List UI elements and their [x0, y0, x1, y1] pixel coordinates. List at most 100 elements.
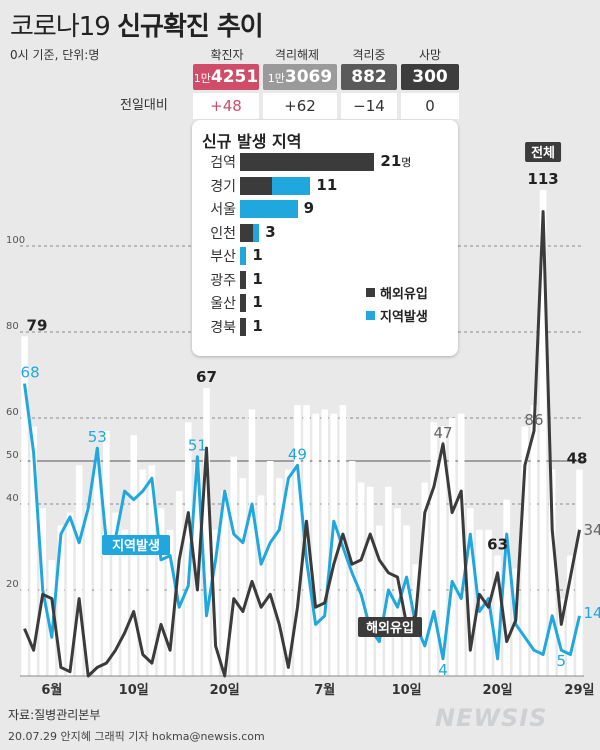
released-box: 1만3069 — [263, 64, 337, 90]
region-name: 광주 — [210, 272, 236, 289]
y-tick-100: 100 — [6, 235, 25, 246]
x-tick-label: 20일 — [210, 683, 240, 698]
region-value: 3 — [265, 222, 276, 241]
newsis-logo: NEWSIS — [435, 704, 548, 732]
label-total: 48 — [567, 450, 588, 468]
label-local: 68 — [21, 364, 40, 382]
bar-total — [239, 478, 247, 676]
region-name: 경기 — [210, 178, 236, 195]
confirmed-box: 1만4251 — [193, 64, 259, 90]
label-local: 4 — [438, 661, 448, 679]
delta-label: 전일대비 — [120, 98, 168, 113]
y-tick-20: 20 — [6, 579, 19, 590]
deaths-box: 300 — [401, 64, 459, 90]
region-value: 1 — [252, 269, 263, 288]
bar-total — [430, 422, 438, 676]
label-local: 5 — [556, 652, 566, 670]
label-total: 79 — [27, 316, 48, 334]
x-tick-label: 29일 — [564, 683, 594, 698]
region-bar-overseas — [240, 317, 247, 336]
bar-total — [30, 426, 37, 676]
released-delta: +62 — [263, 93, 337, 119]
isolated-delta: −14 — [341, 93, 397, 119]
title-main: 신규확진 추이 — [117, 12, 264, 42]
bar-total — [221, 491, 228, 676]
bar-total — [494, 555, 501, 676]
deaths-value: 300 — [412, 67, 448, 87]
x-tick-label: 20일 — [483, 683, 513, 698]
bar-total — [557, 598, 565, 676]
isolated-box: 882 — [341, 64, 397, 90]
bar-total — [421, 482, 429, 676]
region-bar-overseas — [240, 223, 253, 242]
bar-total — [84, 508, 92, 676]
released-prefix: 1만 — [267, 72, 285, 85]
region-bar-overseas — [240, 176, 272, 195]
summary-label-confirmed: 확진자 — [210, 48, 244, 62]
bar-total — [357, 482, 365, 676]
label-total: 67 — [196, 368, 217, 386]
y-tick-40: 40 — [6, 493, 19, 504]
title-prefix: 코로나19 — [10, 12, 118, 42]
region-bar-local — [252, 223, 260, 242]
legend-overseas-label: 해외유입 — [380, 287, 428, 302]
region-value: 1 — [252, 246, 263, 264]
bar-total — [376, 525, 383, 676]
bar-total — [285, 469, 292, 676]
bar-total — [157, 508, 165, 676]
label-total: 63 — [487, 536, 508, 554]
bar-total — [203, 387, 210, 676]
bar-total — [439, 426, 447, 676]
bar-total — [567, 555, 574, 676]
bar-total — [330, 413, 338, 676]
summary-label-released: 격리해제 — [274, 48, 320, 62]
legend-local-swatch — [366, 311, 375, 320]
tag-local: 지역발생 — [112, 538, 160, 554]
bar-total — [394, 508, 401, 676]
tag-overseas-box — [358, 617, 422, 637]
region-value: 21명 — [380, 152, 412, 170]
bar-total — [521, 426, 529, 676]
x-tick-label: 10일 — [119, 683, 149, 698]
region-bar-overseas — [240, 153, 375, 171]
bar-total — [321, 409, 329, 676]
label-overseas: 86 — [524, 411, 543, 429]
region-name: 경북 — [210, 319, 236, 336]
confirmed-delta: +48 — [193, 93, 259, 119]
bar-total — [75, 465, 83, 676]
region-name: 부산 — [210, 249, 236, 265]
confirmed-value: 4251 — [210, 67, 259, 87]
bar-total — [266, 461, 274, 676]
label-local: 51 — [188, 437, 207, 455]
bar-total — [530, 405, 538, 676]
bar-total — [139, 469, 147, 676]
y-tick-50: 50 — [6, 450, 19, 461]
deaths-delta: 0 — [401, 93, 459, 119]
tag-local-box — [102, 535, 170, 555]
bar-total — [112, 512, 119, 676]
summary-label-isolated: 격리중 — [352, 48, 386, 62]
label-local: 53 — [88, 428, 107, 446]
bar-total — [457, 413, 465, 676]
bar-total — [448, 418, 456, 676]
bar-total — [385, 486, 392, 676]
bar-total — [503, 499, 510, 676]
bar-total — [94, 456, 101, 676]
released-value: 3069 — [284, 67, 333, 87]
bar-total — [230, 456, 238, 676]
line-overseas — [23, 210, 581, 678]
bar-total — [539, 190, 547, 676]
region-value: 11 — [316, 175, 338, 194]
region-bar-local — [240, 200, 298, 218]
bar-total — [57, 525, 65, 676]
bar-total — [339, 405, 347, 676]
bar-total — [148, 465, 156, 676]
bar-total — [121, 529, 128, 676]
region-value: 1 — [252, 316, 263, 335]
source-note: 자료:질병관리본부 — [8, 708, 101, 722]
bar-total — [185, 422, 192, 676]
bar-total — [294, 405, 301, 676]
y-tick-80: 80 — [6, 321, 19, 332]
